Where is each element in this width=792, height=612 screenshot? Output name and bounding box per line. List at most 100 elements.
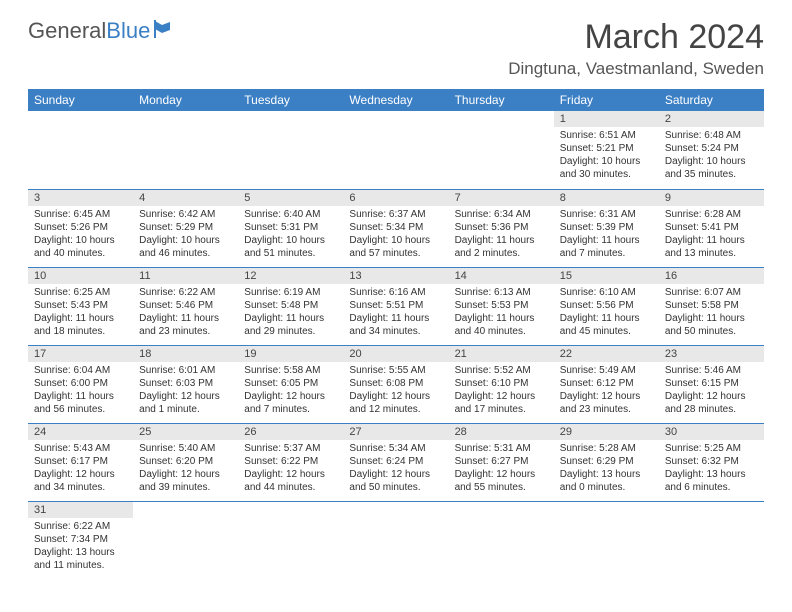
sunset-text: Sunset: 6:15 PM <box>665 377 758 390</box>
day-content: Sunrise: 6:51 AMSunset: 5:21 PMDaylight:… <box>554 127 659 185</box>
calendar-cell <box>449 501 554 579</box>
sunrise-text: Sunrise: 5:37 AM <box>244 442 337 455</box>
header: GeneralBlue March 2024 Dingtuna, Vaestma… <box>28 18 764 79</box>
daylight-text: Daylight: 10 hours and 51 minutes. <box>244 234 337 260</box>
calendar-row: 17Sunrise: 6:04 AMSunset: 6:00 PMDayligh… <box>28 345 764 423</box>
calendar-cell: 9Sunrise: 6:28 AMSunset: 5:41 PMDaylight… <box>659 189 764 267</box>
calendar-cell: 24Sunrise: 5:43 AMSunset: 6:17 PMDayligh… <box>28 423 133 501</box>
day-content: Sunrise: 5:34 AMSunset: 6:24 PMDaylight:… <box>343 440 448 498</box>
calendar-cell <box>554 501 659 579</box>
calendar-cell: 16Sunrise: 6:07 AMSunset: 5:58 PMDayligh… <box>659 267 764 345</box>
sunset-text: Sunset: 6:12 PM <box>560 377 653 390</box>
day-content: Sunrise: 5:55 AMSunset: 6:08 PMDaylight:… <box>343 362 448 420</box>
calendar-cell: 5Sunrise: 6:40 AMSunset: 5:31 PMDaylight… <box>238 189 343 267</box>
day-number: 3 <box>28 190 133 206</box>
daylight-text: Daylight: 11 hours and 13 minutes. <box>665 234 758 260</box>
day-number: 2 <box>659 111 764 127</box>
sunrise-text: Sunrise: 6:28 AM <box>665 208 758 221</box>
day-content: Sunrise: 5:43 AMSunset: 6:17 PMDaylight:… <box>28 440 133 498</box>
day-number: 9 <box>659 190 764 206</box>
location: Dingtuna, Vaestmanland, Sweden <box>508 59 764 79</box>
sunset-text: Sunset: 5:51 PM <box>349 299 442 312</box>
daylight-text: Daylight: 10 hours and 40 minutes. <box>34 234 127 260</box>
day-content: Sunrise: 6:40 AMSunset: 5:31 PMDaylight:… <box>238 206 343 264</box>
day-content: Sunrise: 6:07 AMSunset: 5:58 PMDaylight:… <box>659 284 764 342</box>
day-content: Sunrise: 6:04 AMSunset: 6:00 PMDaylight:… <box>28 362 133 420</box>
sunset-text: Sunset: 5:21 PM <box>560 142 653 155</box>
sunset-text: Sunset: 6:22 PM <box>244 455 337 468</box>
calendar-cell: 8Sunrise: 6:31 AMSunset: 5:39 PMDaylight… <box>554 189 659 267</box>
daylight-text: Daylight: 12 hours and 39 minutes. <box>139 468 232 494</box>
sunrise-text: Sunrise: 6:22 AM <box>34 520 127 533</box>
daylight-text: Daylight: 11 hours and 7 minutes. <box>560 234 653 260</box>
calendar-cell: 19Sunrise: 5:58 AMSunset: 6:05 PMDayligh… <box>238 345 343 423</box>
day-number: 23 <box>659 346 764 362</box>
day-content: Sunrise: 5:49 AMSunset: 6:12 PMDaylight:… <box>554 362 659 420</box>
sunrise-text: Sunrise: 5:43 AM <box>34 442 127 455</box>
calendar-cell: 12Sunrise: 6:19 AMSunset: 5:48 PMDayligh… <box>238 267 343 345</box>
calendar-cell: 30Sunrise: 5:25 AMSunset: 6:32 PMDayligh… <box>659 423 764 501</box>
flag-icon <box>154 18 180 44</box>
day-number: 4 <box>133 190 238 206</box>
day-content: Sunrise: 6:22 AMSunset: 7:34 PMDaylight:… <box>28 518 133 576</box>
calendar-cell: 28Sunrise: 5:31 AMSunset: 6:27 PMDayligh… <box>449 423 554 501</box>
day-number: 25 <box>133 424 238 440</box>
day-number: 28 <box>449 424 554 440</box>
calendar-cell: 17Sunrise: 6:04 AMSunset: 6:00 PMDayligh… <box>28 345 133 423</box>
day-content: Sunrise: 6:16 AMSunset: 5:51 PMDaylight:… <box>343 284 448 342</box>
daylight-text: Daylight: 12 hours and 23 minutes. <box>560 390 653 416</box>
day-content: Sunrise: 6:01 AMSunset: 6:03 PMDaylight:… <box>133 362 238 420</box>
calendar-row: 24Sunrise: 5:43 AMSunset: 6:17 PMDayligh… <box>28 423 764 501</box>
daylight-text: Daylight: 11 hours and 29 minutes. <box>244 312 337 338</box>
daylight-text: Daylight: 11 hours and 23 minutes. <box>139 312 232 338</box>
calendar-cell: 25Sunrise: 5:40 AMSunset: 6:20 PMDayligh… <box>133 423 238 501</box>
sunset-text: Sunset: 5:34 PM <box>349 221 442 234</box>
daylight-text: Daylight: 12 hours and 12 minutes. <box>349 390 442 416</box>
day-number: 21 <box>449 346 554 362</box>
daylight-text: Daylight: 11 hours and 45 minutes. <box>560 312 653 338</box>
sunset-text: Sunset: 6:17 PM <box>34 455 127 468</box>
day-number: 5 <box>238 190 343 206</box>
calendar-cell <box>238 111 343 189</box>
daylight-text: Daylight: 10 hours and 35 minutes. <box>665 155 758 181</box>
daylight-text: Daylight: 11 hours and 18 minutes. <box>34 312 127 338</box>
day-content: Sunrise: 6:48 AMSunset: 5:24 PMDaylight:… <box>659 127 764 185</box>
daylight-text: Daylight: 13 hours and 11 minutes. <box>34 546 127 572</box>
sunset-text: Sunset: 6:24 PM <box>349 455 442 468</box>
daylight-text: Daylight: 11 hours and 40 minutes. <box>455 312 548 338</box>
logo: GeneralBlue <box>28 18 180 44</box>
day-number: 13 <box>343 268 448 284</box>
day-content: Sunrise: 6:28 AMSunset: 5:41 PMDaylight:… <box>659 206 764 264</box>
sunrise-text: Sunrise: 6:31 AM <box>560 208 653 221</box>
day-content: Sunrise: 6:10 AMSunset: 5:56 PMDaylight:… <box>554 284 659 342</box>
calendar-cell: 21Sunrise: 5:52 AMSunset: 6:10 PMDayligh… <box>449 345 554 423</box>
sunset-text: Sunset: 5:43 PM <box>34 299 127 312</box>
sunrise-text: Sunrise: 5:55 AM <box>349 364 442 377</box>
col-wednesday: Wednesday <box>343 89 448 111</box>
sunset-text: Sunset: 6:27 PM <box>455 455 548 468</box>
daylight-text: Daylight: 10 hours and 57 minutes. <box>349 234 442 260</box>
sunrise-text: Sunrise: 5:28 AM <box>560 442 653 455</box>
sunrise-text: Sunrise: 6:10 AM <box>560 286 653 299</box>
daylight-text: Daylight: 11 hours and 2 minutes. <box>455 234 548 260</box>
day-number: 15 <box>554 268 659 284</box>
day-content: Sunrise: 6:19 AMSunset: 5:48 PMDaylight:… <box>238 284 343 342</box>
title-block: March 2024 Dingtuna, Vaestmanland, Swede… <box>508 18 764 79</box>
sunset-text: Sunset: 6:00 PM <box>34 377 127 390</box>
day-content: Sunrise: 6:25 AMSunset: 5:43 PMDaylight:… <box>28 284 133 342</box>
sunrise-text: Sunrise: 6:16 AM <box>349 286 442 299</box>
col-tuesday: Tuesday <box>238 89 343 111</box>
sunrise-text: Sunrise: 6:25 AM <box>34 286 127 299</box>
day-number: 6 <box>343 190 448 206</box>
daylight-text: Daylight: 12 hours and 34 minutes. <box>34 468 127 494</box>
calendar-cell: 20Sunrise: 5:55 AMSunset: 6:08 PMDayligh… <box>343 345 448 423</box>
day-number: 10 <box>28 268 133 284</box>
daylight-text: Daylight: 12 hours and 55 minutes. <box>455 468 548 494</box>
sunrise-text: Sunrise: 6:19 AM <box>244 286 337 299</box>
day-number: 26 <box>238 424 343 440</box>
sunset-text: Sunset: 5:39 PM <box>560 221 653 234</box>
calendar-cell: 7Sunrise: 6:34 AMSunset: 5:36 PMDaylight… <box>449 189 554 267</box>
calendar-cell: 4Sunrise: 6:42 AMSunset: 5:29 PMDaylight… <box>133 189 238 267</box>
calendar-cell: 18Sunrise: 6:01 AMSunset: 6:03 PMDayligh… <box>133 345 238 423</box>
sunrise-text: Sunrise: 6:42 AM <box>139 208 232 221</box>
